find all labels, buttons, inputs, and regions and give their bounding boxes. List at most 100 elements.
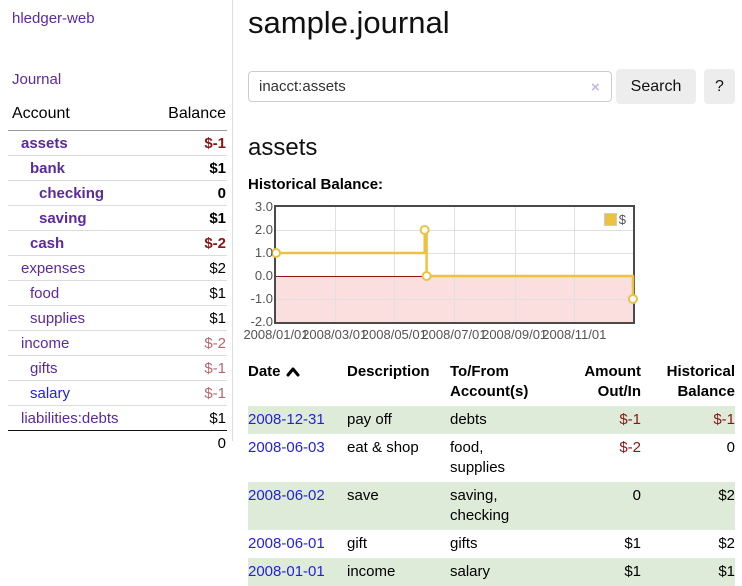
account-row: supplies $1 (8, 305, 227, 331)
account-name-cell: checking (8, 180, 148, 206)
account-balance: $-1 (147, 380, 227, 406)
series-label: $ (618, 212, 626, 227)
register-column-to-from-account-s-[interactable]: To/From Account(s) (450, 363, 529, 400)
account-link-food[interactable]: food (30, 285, 60, 302)
account-balance: $1 (147, 305, 227, 331)
transaction-balance: $1 (718, 563, 735, 580)
gridline (276, 299, 633, 300)
register-column-amount-out-in[interactable]: Amount Out/In (584, 363, 641, 400)
account-balance: $1 (147, 405, 227, 431)
transaction-accounts: food, supplies (450, 439, 506, 476)
clear-search-icon[interactable]: × (591, 79, 600, 96)
transaction-amount: $1 (624, 535, 641, 552)
gridline (574, 207, 576, 322)
register-column-date[interactable]: Date (248, 360, 347, 406)
transaction-description: pay off (347, 411, 392, 428)
chart-legend: $ (601, 211, 628, 228)
account-name-cell: liabilities:debts (8, 405, 148, 431)
account-name-cell: food (8, 280, 148, 306)
gridline (394, 207, 396, 322)
account-row: liabilities:debts $1 (8, 405, 227, 431)
account-balance: $-2 (147, 230, 227, 256)
x-tick-label: 2008/07/01 (421, 327, 487, 342)
account-column-header: Account (8, 100, 148, 131)
account-row: checking 0 (8, 180, 227, 206)
sidebar-accounts-table: Account Balance assets $-1 bank $1 checking 0… (8, 100, 227, 455)
data-point-marker (628, 294, 638, 304)
transaction-date-cell: 2008-06-02 (248, 482, 347, 530)
transaction-accounts: saving, checking (450, 487, 510, 524)
transaction-amount: 0 (632, 487, 641, 504)
register-column-historical-balance[interactable]: Historical Balance (666, 363, 735, 400)
account-link-salary[interactable]: salary (30, 385, 71, 402)
register-header-row: Date Description To/From Account(s) Amount … (248, 360, 735, 406)
account-row: bank $1 (8, 155, 227, 181)
account-row: food $1 (8, 280, 227, 306)
balance-column-header: Balance (147, 100, 227, 131)
transaction-date-link[interactable]: 2008-06-03 (248, 439, 325, 456)
account-row: salary $-1 (8, 380, 227, 406)
search-input[interactable] (248, 71, 612, 102)
account-link-bank[interactable]: bank (30, 160, 66, 177)
account-name-cell: expenses (8, 255, 148, 281)
transaction-date-cell: 2008-12-31 (248, 406, 347, 434)
account-link-gifts[interactable]: gifts (30, 360, 58, 377)
register-row: 2008-06-02 save saving, checking 0 $2 (248, 482, 735, 530)
account-link-supplies[interactable]: supplies (30, 310, 86, 327)
account-name-cell: income (8, 330, 148, 356)
data-point-marker (421, 271, 432, 281)
account-name-cell: saving (8, 205, 148, 231)
account-link-assets[interactable]: assets (21, 135, 68, 152)
help-button[interactable]: ? (704, 69, 735, 104)
account-balance: $1 (147, 155, 227, 181)
register-row: 2008-12-31 pay off debts $-1 $-1 (248, 406, 735, 434)
transaction-date-cell: 2008-01-01 (248, 558, 347, 586)
account-balance: 0 (147, 180, 227, 206)
search-button[interactable]: Search (616, 69, 696, 104)
transaction-date-link[interactable]: 2008-06-02 (248, 487, 325, 504)
gridline (276, 230, 633, 231)
account-link-checking[interactable]: checking (39, 185, 105, 202)
account-balance: $1 (147, 205, 227, 231)
transaction-date-link[interactable]: 2008-06-01 (248, 535, 325, 552)
balance-chart: $ (271, 205, 638, 324)
account-link-cash[interactable]: cash (30, 235, 65, 252)
sidebar-divider (232, 0, 233, 441)
account-row: cash $-2 (8, 230, 227, 256)
account-balance: $1 (147, 280, 227, 306)
gridline (334, 207, 336, 322)
sort-chevron-up-icon (286, 367, 300, 377)
transaction-date-link[interactable]: 2008-01-01 (248, 563, 325, 580)
transaction-description: gift (347, 535, 368, 552)
transaction-description: income (347, 563, 396, 580)
x-tick-label: 2008/05/01 (361, 327, 427, 342)
data-point-marker (271, 248, 281, 258)
transaction-date-link[interactable]: 2008-12-31 (248, 411, 325, 428)
app-title[interactable]: hledger-web (12, 10, 95, 27)
y-tick-label: -1.0 (250, 291, 273, 306)
transaction-balance: $2 (718, 487, 735, 504)
sidebar-total-spacer (8, 430, 148, 455)
account-link-liabilities-debts[interactable]: liabilities:debts (21, 410, 119, 427)
x-tick-label: 2008/01/01 (243, 327, 309, 342)
account-name-cell: gifts (8, 355, 148, 381)
page-title: sample.journal (248, 5, 450, 40)
transaction-accounts: debts (450, 411, 487, 428)
transaction-description: save (347, 487, 379, 504)
chart-title: Historical Balance: (248, 176, 384, 193)
transaction-accounts: gifts (450, 535, 478, 552)
register-row: 2008-06-01 gift gifts $1 $2 (248, 530, 735, 558)
account-balance: $-1 (204, 135, 226, 152)
gridline (276, 253, 633, 254)
account-link-expenses[interactable]: expenses (21, 260, 86, 277)
account-row: expenses $2 (8, 255, 227, 281)
x-tick-label: 2008/09/01 (482, 327, 548, 342)
account-heading: assets (248, 134, 318, 161)
transaction-date-cell: 2008-06-03 (248, 434, 347, 482)
sidebar-item-journal[interactable]: Journal (12, 71, 62, 88)
data-point-marker (419, 225, 430, 235)
account-link-income[interactable]: income (21, 335, 70, 352)
account-link-saving[interactable]: saving (39, 210, 87, 227)
register-column-description[interactable]: Description (347, 363, 430, 380)
transaction-balance: $2 (718, 535, 735, 552)
